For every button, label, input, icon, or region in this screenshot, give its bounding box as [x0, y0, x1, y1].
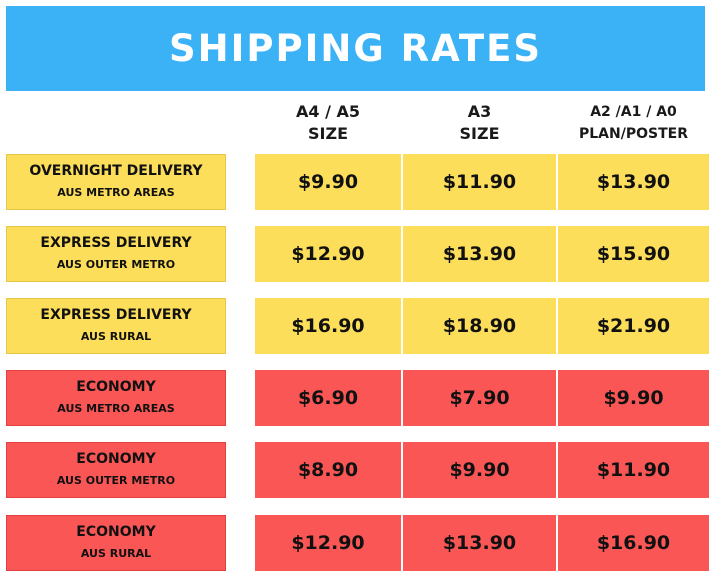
column-header-line2: PLAN/POSTER: [579, 126, 688, 142]
service-name: ECONOMY: [76, 451, 156, 467]
service-name: ECONOMY: [76, 379, 156, 395]
service-name: EXPRESS DELIVERY: [40, 307, 192, 323]
price-cell: $12.90: [255, 515, 401, 571]
price-cell: $13.90: [558, 154, 709, 210]
price-cell: $16.90: [255, 298, 401, 354]
service-area: AUS OUTER METRO: [56, 258, 176, 271]
column-header-line2: SIZE: [459, 124, 500, 143]
column-header-a4-a5: A4 / A5 SIZE: [255, 98, 401, 148]
price-cell: $9.90: [255, 154, 401, 210]
price-cell: $13.90: [403, 226, 556, 282]
price-cell: $8.90: [255, 442, 401, 498]
column-header-line1: A3: [467, 102, 492, 121]
service-name: OVERNIGHT DELIVERY: [29, 163, 203, 179]
column-header-a2-a1-a0: A2 /A1 / A0 PLAN/POSTER: [558, 98, 709, 148]
row-label-economy-outer-metro: ECONOMY AUS OUTER METRO: [6, 442, 226, 498]
row-label-express-rural: EXPRESS DELIVERY AUS RURAL: [6, 298, 226, 354]
service-area: AUS METRO AREAS: [57, 402, 175, 415]
service-area: AUS OUTER METRO: [56, 474, 176, 487]
price-cell: $11.90: [403, 154, 556, 210]
service-area: AUS RURAL: [80, 330, 152, 343]
column-header-line1: A2 /A1 / A0: [590, 104, 677, 120]
page-title: SHIPPING RATES: [168, 27, 542, 70]
row-label-economy-rural: ECONOMY AUS RURAL: [6, 515, 226, 571]
price-cell: $15.90: [558, 226, 709, 282]
service-name: EXPRESS DELIVERY: [40, 235, 192, 251]
price-cell: $9.90: [403, 442, 556, 498]
price-cell: $6.90: [255, 370, 401, 426]
service-area: AUS RURAL: [80, 547, 152, 560]
price-cell: $18.90: [403, 298, 556, 354]
row-label-economy-metro: ECONOMY AUS METRO AREAS: [6, 370, 226, 426]
column-header-line1: A4 / A5: [295, 102, 360, 121]
price-cell: $21.90: [558, 298, 709, 354]
price-cell: $12.90: [255, 226, 401, 282]
service-name: ECONOMY: [76, 524, 156, 540]
row-label-overnight-metro: OVERNIGHT DELIVERY AUS METRO AREAS: [6, 154, 226, 210]
price-cell: $7.90: [403, 370, 556, 426]
price-cell: $16.90: [558, 515, 709, 571]
row-label-express-outer-metro: EXPRESS DELIVERY AUS OUTER METRO: [6, 226, 226, 282]
price-cell: $11.90: [558, 442, 709, 498]
title-banner: SHIPPING RATES: [6, 6, 705, 91]
price-cell: $9.90: [558, 370, 709, 426]
column-header-a3: A3 SIZE: [403, 98, 556, 148]
service-area: AUS METRO AREAS: [57, 186, 175, 199]
column-header-line2: SIZE: [307, 124, 348, 143]
price-cell: $13.90: [403, 515, 556, 571]
